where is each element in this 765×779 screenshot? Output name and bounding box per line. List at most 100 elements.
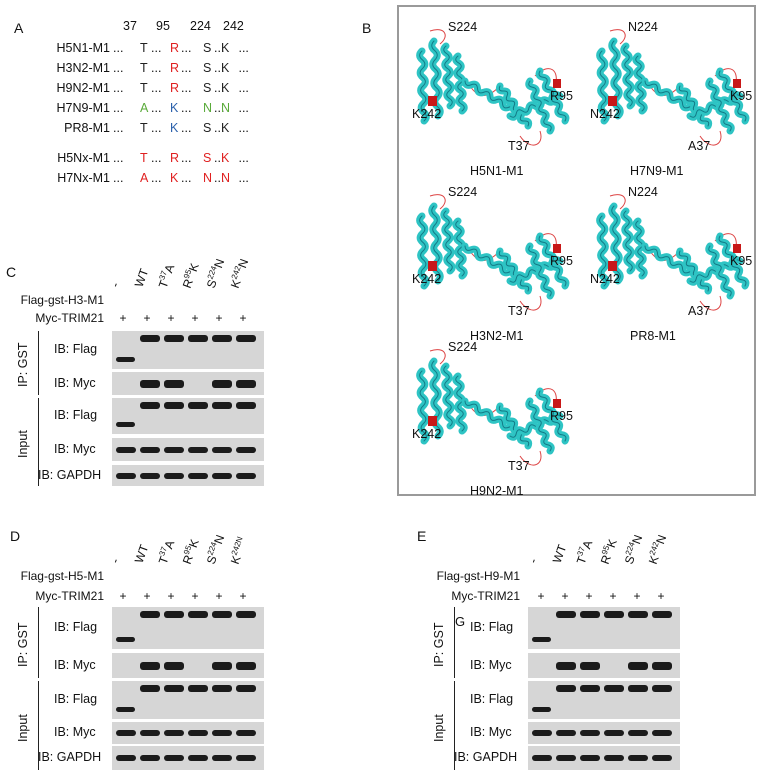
plus-sign: + — [609, 589, 617, 603]
plus-sign: + — [143, 589, 151, 603]
band — [652, 611, 672, 618]
band — [164, 446, 184, 453]
band — [628, 661, 648, 670]
dots: ... — [214, 151, 225, 165]
band — [212, 755, 232, 761]
helix-edge — [455, 375, 465, 432]
structure-h3n2-m1 — [410, 191, 575, 321]
dots: ... — [151, 121, 162, 135]
residue-label-224: N224 — [628, 185, 658, 199]
residue: S — [203, 121, 212, 135]
ib-label: IB: Flag — [54, 620, 98, 634]
residue: K — [221, 121, 230, 135]
dots: ... — [151, 81, 162, 95]
helix-edge — [419, 215, 427, 287]
dots: ... — [214, 41, 225, 55]
residue: T — [140, 81, 148, 95]
residue: K — [170, 101, 179, 115]
structure-name: H5N1-M1 — [470, 164, 524, 178]
strain-name: H7Nx-M1 — [57, 171, 110, 185]
ip-gst-label: IP: GST — [432, 622, 446, 667]
structure-pr8-m1 — [590, 191, 755, 321]
residue-highlight — [733, 244, 741, 253]
band — [652, 755, 672, 761]
panel-label-g: G — [455, 614, 466, 629]
residue: N — [221, 101, 231, 115]
band — [188, 472, 208, 479]
structure-h5n1-m1 — [410, 26, 575, 156]
lane-text: - — [107, 280, 123, 289]
band — [116, 472, 136, 479]
helix-edge — [678, 250, 710, 292]
band — [580, 685, 600, 692]
band — [140, 472, 160, 479]
ib-label: IB: Flag — [54, 342, 98, 356]
residue-label-95: K95 — [730, 89, 753, 103]
residue: S — [203, 81, 212, 95]
residue-highlight — [428, 261, 437, 271]
dots: ... — [181, 121, 192, 135]
trim-label: Myc-TRIM21 — [35, 311, 104, 325]
band — [236, 730, 256, 736]
residue: T — [140, 151, 148, 165]
protein-structure — [596, 194, 750, 311]
plus-sign: + — [633, 589, 641, 603]
residue: R — [170, 61, 180, 75]
band — [604, 730, 624, 736]
band — [188, 755, 208, 761]
helix-edge — [678, 85, 710, 127]
residue-label-95: R95 — [550, 409, 573, 423]
band — [212, 472, 232, 479]
dots: ... — [181, 41, 192, 55]
residue: R — [170, 41, 180, 55]
structure-name: H3N2-M1 — [470, 329, 524, 343]
structure-name: H9N2-M1 — [470, 484, 524, 498]
ib-label: IB: Flag — [54, 692, 98, 706]
construct-label: Flag-gst-H3-M1 — [20, 293, 104, 307]
helix-edge — [443, 365, 453, 427]
band — [532, 637, 551, 642]
dots: ... — [151, 101, 162, 115]
band — [580, 730, 600, 736]
band — [212, 730, 232, 736]
band — [212, 379, 232, 388]
band — [628, 685, 648, 692]
plus-sign: + — [143, 311, 151, 325]
plus-sign: + — [537, 589, 545, 603]
lane-header: - — [526, 556, 541, 565]
residue: R — [170, 81, 180, 95]
band — [580, 611, 600, 618]
band — [236, 379, 256, 388]
helix-edge — [443, 210, 453, 272]
band — [116, 422, 135, 427]
residue-label-95: R95 — [550, 89, 573, 103]
residue-label-37: T37 — [508, 304, 530, 318]
lane-text: WT — [549, 542, 570, 565]
strain-name: H7N9-M1 — [56, 101, 111, 115]
dots: ... — [113, 151, 124, 165]
helix-edge — [623, 210, 633, 272]
band — [628, 611, 648, 618]
protein-structure — [596, 29, 750, 146]
band — [164, 402, 184, 409]
lane-text: WT — [131, 542, 152, 565]
residue-label-242: K242 — [412, 272, 442, 286]
band — [652, 685, 672, 692]
residue-highlight — [553, 399, 561, 408]
position-number: 37 — [123, 19, 137, 33]
strain-name: H3N2-M1 — [56, 61, 111, 75]
band — [212, 446, 232, 453]
residue: A — [140, 101, 149, 115]
residue: K — [221, 151, 230, 165]
band — [604, 755, 624, 761]
lane-header: - — [108, 556, 123, 565]
helix-edge — [528, 80, 552, 132]
band — [116, 707, 135, 712]
protein-structure — [416, 349, 570, 466]
band — [188, 611, 208, 618]
ib-label: IB: Myc — [54, 657, 96, 672]
band — [212, 661, 232, 670]
helix-edge — [718, 235, 747, 287]
band — [116, 357, 135, 362]
dots: ... — [181, 61, 192, 75]
